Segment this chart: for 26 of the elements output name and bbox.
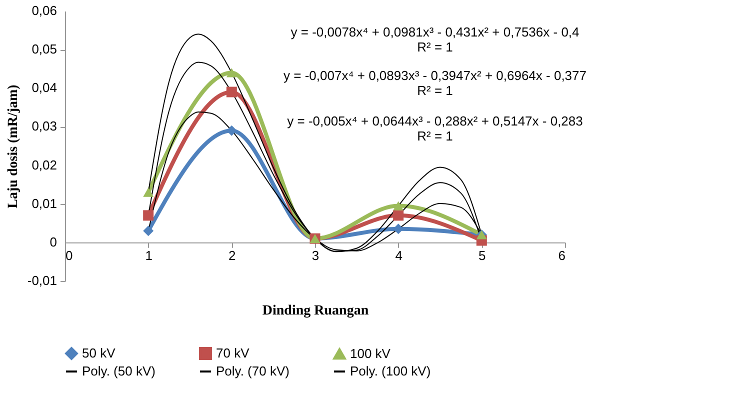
x-tick-label: 4 [395,248,402,263]
legend-label: Poly. (50 kV) [82,364,156,378]
x-tick-label: 0 [66,248,73,263]
y-tick-label: 0,05 [32,42,57,57]
annotation: y = -0,005x⁴ + 0,0644x³ - 0,288x² + 0,5147x - 0,283 R² = 1 [287,114,583,144]
y-tick-label: 0,03 [32,118,57,134]
legend-label: 100 kV [350,346,391,361]
y-tick-label: 0 [50,234,57,250]
x-tick-label: 5 [478,248,486,263]
x-tick-label: 2 [228,248,236,263]
annotation: y = -0,0078x⁴ + 0,0981x³ - 0,431x² + 0,7536x - 0,4 R² = 1 [290,24,580,55]
legend-label: Poly. (70 kV) [216,364,290,378]
y-tick-label: 0,04 [32,80,57,96]
y-tick-label: 0,06 [32,3,57,18]
x-tick-label: 6 [558,248,566,263]
legend-label: 70 kV [216,346,250,361]
y-tick-label: -0,01 [27,273,57,288]
x-axis-title: Dinding Ruangan [262,304,369,318]
y-tick-label: 0,02 [32,157,57,172]
x-tick-label: 1 [145,248,152,263]
x-tick-label: 3 [312,248,320,263]
legend-label: 50 kV [82,346,116,361]
y-axis-title: Laju dosis (mR/jam) [6,84,21,208]
annotation: y = -0,007x⁴ + 0,0893x³ - 0,3947x² + 0,6964x - 0,377 R² = 1 [284,68,586,98]
y-tick-label: 0,01 [32,196,57,211]
legend-label: Poly. (100 kV) [350,364,431,378]
